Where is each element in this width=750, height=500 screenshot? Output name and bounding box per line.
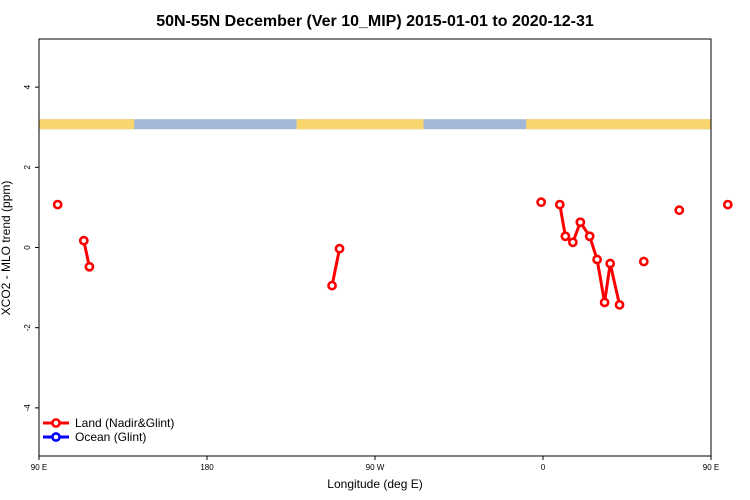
series-0-point-2-0 (327, 280, 337, 291)
legend-marker-0 (51, 418, 61, 428)
series-0-point-1-0 (78, 235, 89, 246)
x-tick-label-1: 180 (200, 463, 214, 472)
y-tick-label-0: -4 (23, 404, 32, 412)
land-span-0 (39, 119, 135, 130)
series-0-point-4-5 (592, 254, 603, 265)
series-0-point-0-0 (52, 199, 63, 210)
series-0-point-4-8 (614, 299, 625, 310)
legend-marker-1 (51, 432, 61, 442)
y-tick-label-1: -2 (23, 324, 32, 332)
series-0-point-4-2 (567, 237, 578, 248)
x-tick-label-0: 90 E (31, 463, 47, 472)
series-layer (52, 197, 733, 310)
land-ocean-band (39, 119, 711, 130)
land-span-1 (296, 119, 424, 130)
y-tick-label-4: 4 (23, 84, 32, 89)
series-0-point-4-7 (605, 258, 616, 269)
series-0-point-4-0 (554, 199, 565, 210)
plot-frame (38, 38, 712, 457)
series-0-point-3-0 (536, 197, 547, 208)
legend-label-0: Land (Nadir&Glint) (75, 416, 174, 430)
y-axis-label: XCO2 - MLO trend (ppm) (0, 181, 13, 316)
x-tick-label-4: 90 E (703, 463, 719, 472)
x-tick-label-2: 90 W (366, 463, 385, 472)
series-0-point-4-1 (560, 231, 571, 242)
series-0-point-4-6 (599, 297, 610, 308)
series-0-line-2 (330, 248, 342, 286)
series-0-point-4-4 (584, 231, 595, 242)
series-0-point-1-1 (84, 261, 95, 272)
x-axis-label: Longitude (deg E) (327, 477, 422, 491)
y-tick-label-2: 0 (23, 245, 32, 250)
land-span-2 (526, 119, 711, 130)
series-0-line-4 (558, 204, 621, 306)
legend: Land (Nadir&Glint)Ocean (Glint) (43, 416, 174, 444)
axes: 90 E 180 90 W 0 90 E -4 -2 0 2 4 (23, 38, 719, 472)
series-0-point-2-1 (334, 243, 345, 254)
series-0-point-6-0 (674, 205, 685, 216)
series-0-point-4-3 (575, 217, 586, 228)
chart-title: 50N-55N December (Ver 10_MIP) 2015-01-01… (156, 13, 594, 30)
legend-label-1: Ocean (Glint) (75, 430, 146, 444)
x-tick-label-3: 0 (541, 463, 546, 472)
series-0-point-7-0 (722, 199, 733, 210)
y-tick-label-3: 2 (23, 165, 32, 170)
series-0-point-5-0 (638, 256, 649, 267)
